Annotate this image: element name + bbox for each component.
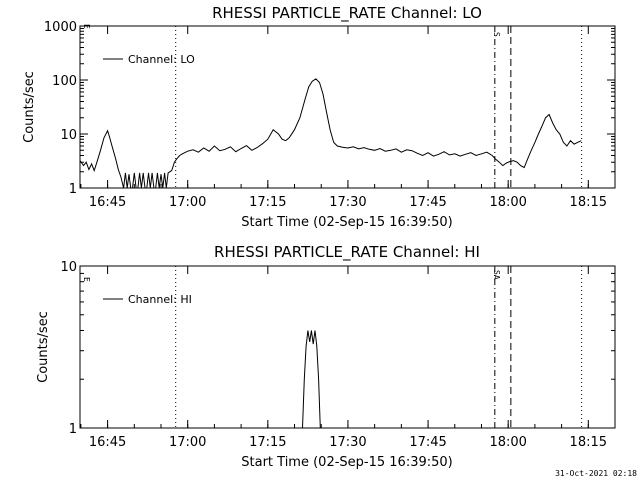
y-tick-label-0-0: 1 xyxy=(69,182,77,197)
x-tick-label-1-3: 17:30 xyxy=(329,435,366,450)
x-tick-label-0-6: 18:15 xyxy=(570,195,607,210)
series-line-1-0 xyxy=(302,330,321,429)
x-tick-label-0-1: 17:00 xyxy=(169,195,206,210)
y-tick-label-0-1: 10 xyxy=(60,128,77,143)
chart-title-hi: RHESSI PARTICLE_RATE Channel: HI xyxy=(214,243,480,262)
x-tick-label-0-4: 17:45 xyxy=(409,195,446,210)
x-tick-label-0-3: 17:30 xyxy=(329,195,366,210)
y-tick-label-0-3: 1000 xyxy=(44,20,77,35)
x-axis-label-hi: Start Time (02-Sep-15 16:39:50) xyxy=(241,455,452,470)
x-tick-label-0-0: 16:45 xyxy=(89,195,126,210)
series-line-0-0 xyxy=(79,78,582,189)
plot-frame-lo xyxy=(79,25,616,189)
y-tick-label-1-0: 1 xyxy=(69,422,77,437)
x-tick-label-1-2: 17:15 xyxy=(249,435,286,450)
x-tick-label-1-1: 17:00 xyxy=(169,435,206,450)
marker-label-sa-hi: SA xyxy=(492,270,501,280)
y-axis-label-lo: Counts/sec xyxy=(22,71,37,143)
x-axis-label-lo: Start Time (02-Sep-15 16:39:50) xyxy=(241,215,452,230)
marker-label-e-hi: E xyxy=(82,277,91,282)
x-tick-label-0-5: 18:00 xyxy=(489,195,526,210)
generated-timestamp: 31-Oct-2021 02:18 xyxy=(555,469,637,478)
x-tick-label-1-5: 18:00 xyxy=(489,435,526,450)
x-tick-label-0-2: 17:15 xyxy=(249,195,286,210)
plot-frame-hi xyxy=(79,265,616,429)
y-tick-label-0-2: 100 xyxy=(52,74,77,89)
x-tick-label-1-0: 16:45 xyxy=(89,435,126,450)
x-tick-label-1-6: 18:15 xyxy=(570,435,607,450)
y-tick-label-1-1: 10 xyxy=(60,260,77,275)
chart-title-lo: RHESSI PARTICLE_RATE Channel: LO xyxy=(212,4,482,23)
legend-label-hi: Channel: HI xyxy=(128,293,192,306)
legend-label-lo: Channel: LO xyxy=(128,53,195,66)
y-axis-label-hi: Counts/sec xyxy=(36,311,51,383)
marker-label-s-lo: S xyxy=(492,32,501,37)
x-tick-label-1-4: 17:45 xyxy=(409,435,446,450)
